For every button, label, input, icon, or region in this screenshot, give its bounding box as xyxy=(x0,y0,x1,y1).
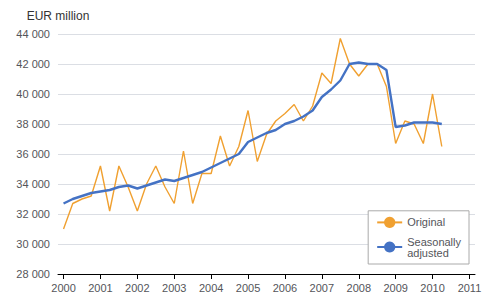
svg-text:2006: 2006 xyxy=(273,282,297,294)
svg-text:Original: Original xyxy=(407,216,445,228)
svg-text:EUR million: EUR million xyxy=(27,9,90,23)
svg-text:28 000: 28 000 xyxy=(16,268,50,280)
svg-text:2000: 2000 xyxy=(51,282,75,294)
svg-text:2005: 2005 xyxy=(236,282,260,294)
svg-text:30 000: 30 000 xyxy=(16,238,50,250)
svg-text:38 000: 38 000 xyxy=(16,118,50,130)
svg-text:40 000: 40 000 xyxy=(16,88,50,100)
svg-text:2004: 2004 xyxy=(199,282,223,294)
svg-text:2008: 2008 xyxy=(347,282,371,294)
svg-text:34 000: 34 000 xyxy=(16,178,50,190)
svg-text:2002: 2002 xyxy=(125,282,149,294)
svg-text:2009: 2009 xyxy=(383,282,407,294)
svg-text:2011: 2011 xyxy=(458,282,482,294)
svg-text:2003: 2003 xyxy=(162,282,186,294)
svg-text:2007: 2007 xyxy=(310,282,334,294)
svg-text:44 000: 44 000 xyxy=(16,28,50,40)
svg-text:Seasonally: Seasonally xyxy=(407,235,461,248)
svg-text:2010: 2010 xyxy=(420,282,444,294)
svg-text:32 000: 32 000 xyxy=(16,208,50,220)
svg-text:42 000: 42 000 xyxy=(16,58,50,70)
svg-text:2001: 2001 xyxy=(88,282,112,294)
svg-text:36 000: 36 000 xyxy=(16,148,50,160)
svg-text:adjusted: adjusted xyxy=(407,247,449,259)
